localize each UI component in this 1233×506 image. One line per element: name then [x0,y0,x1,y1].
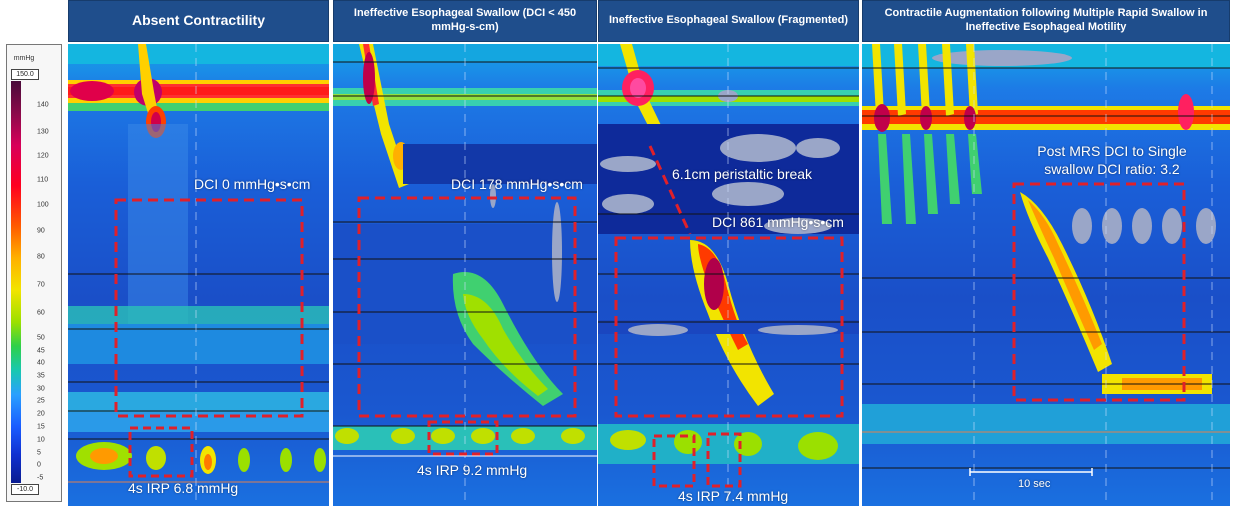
panel-1-topography [68,44,329,506]
panel-4-title: Contractile Augmentation following Multi… [862,0,1230,42]
panel-2-dci-label: DCI 178 mmHg•s•cm [451,176,583,192]
scale-gradient-bar [11,81,21,483]
panel-4-topography [862,44,1230,506]
scale-tick: 30 [37,385,45,393]
scale-tick: 100 [37,201,49,209]
scale-tick: 25 [37,397,45,405]
scale-tick: 40 [37,359,45,367]
scale-tick: 10 [37,436,45,444]
scale-min: -10.0 [11,484,39,495]
scale-tick: 120 [37,152,49,160]
panel-3-title: Ineffective Esophageal Swallow (Fragment… [598,0,859,42]
panel-4-ratio-label: Post MRS DCI to Single swallow DCI ratio… [1037,143,1187,178]
scale-max: 150.0 [11,69,39,80]
panel-2-irp-label: 4s IRP 9.2 mmHg [417,462,528,478]
scale-tick: 130 [37,128,49,136]
panel-2-plot: DCI 178 mmHg•s•cm 4s IRP 9.2 mmHg [333,44,597,506]
panel-1-irp-label: 4s IRP 6.8 mmHg [128,480,239,496]
scale-tick: 15 [37,423,45,431]
panel-1-dci-label: DCI 0 mmHg•s•cm [194,176,311,192]
scale-tick: 20 [37,410,45,418]
panel-1-title: Absent Contractility [68,0,329,42]
scale-tick: 90 [37,227,45,235]
panel-3-irp-label: 4s IRP 7.4 mmHg [678,488,789,504]
panel-4-timescale-label: 10 sec [1018,478,1051,490]
scale-tick: 110 [37,176,49,184]
panel-3-break-label: 6.1cm peristaltic break [672,166,813,182]
scale-unit: mmHg [13,55,35,62]
panel-3-dci-label: DCI 861 mmHg•s•cm [712,214,844,230]
panel-2-topography [333,44,597,506]
scale-tick: 60 [37,309,45,317]
scale-tick: 45 [37,347,45,355]
panel-3-plot: 6.1cm peristaltic break DCI 861 mmHg•s•c… [598,44,859,506]
scale-tick: 5 [37,449,41,457]
color-scale: mmHg 150.0 140 130 120 110 100 90 80 70 … [6,44,62,502]
scale-tick: -5 [37,474,44,482]
scale-tick: 0 [37,461,41,469]
scale-tick: 140 [37,101,49,109]
scale-tick: 80 [37,253,45,261]
panel-3-topography [598,44,859,506]
panel-2-title: Ineffective Esophageal Swallow (DCI < 45… [333,0,597,42]
scale-tick: 70 [37,281,45,289]
scale-tick: 35 [37,372,45,380]
panel-4-plot: Post MRS DCI to Single swallow DCI ratio… [862,44,1230,506]
scale-tick: 50 [37,334,45,342]
panel-1-plot: DCI 0 mmHg•s•cm 4s IRP 6.8 mmHg [68,44,329,506]
